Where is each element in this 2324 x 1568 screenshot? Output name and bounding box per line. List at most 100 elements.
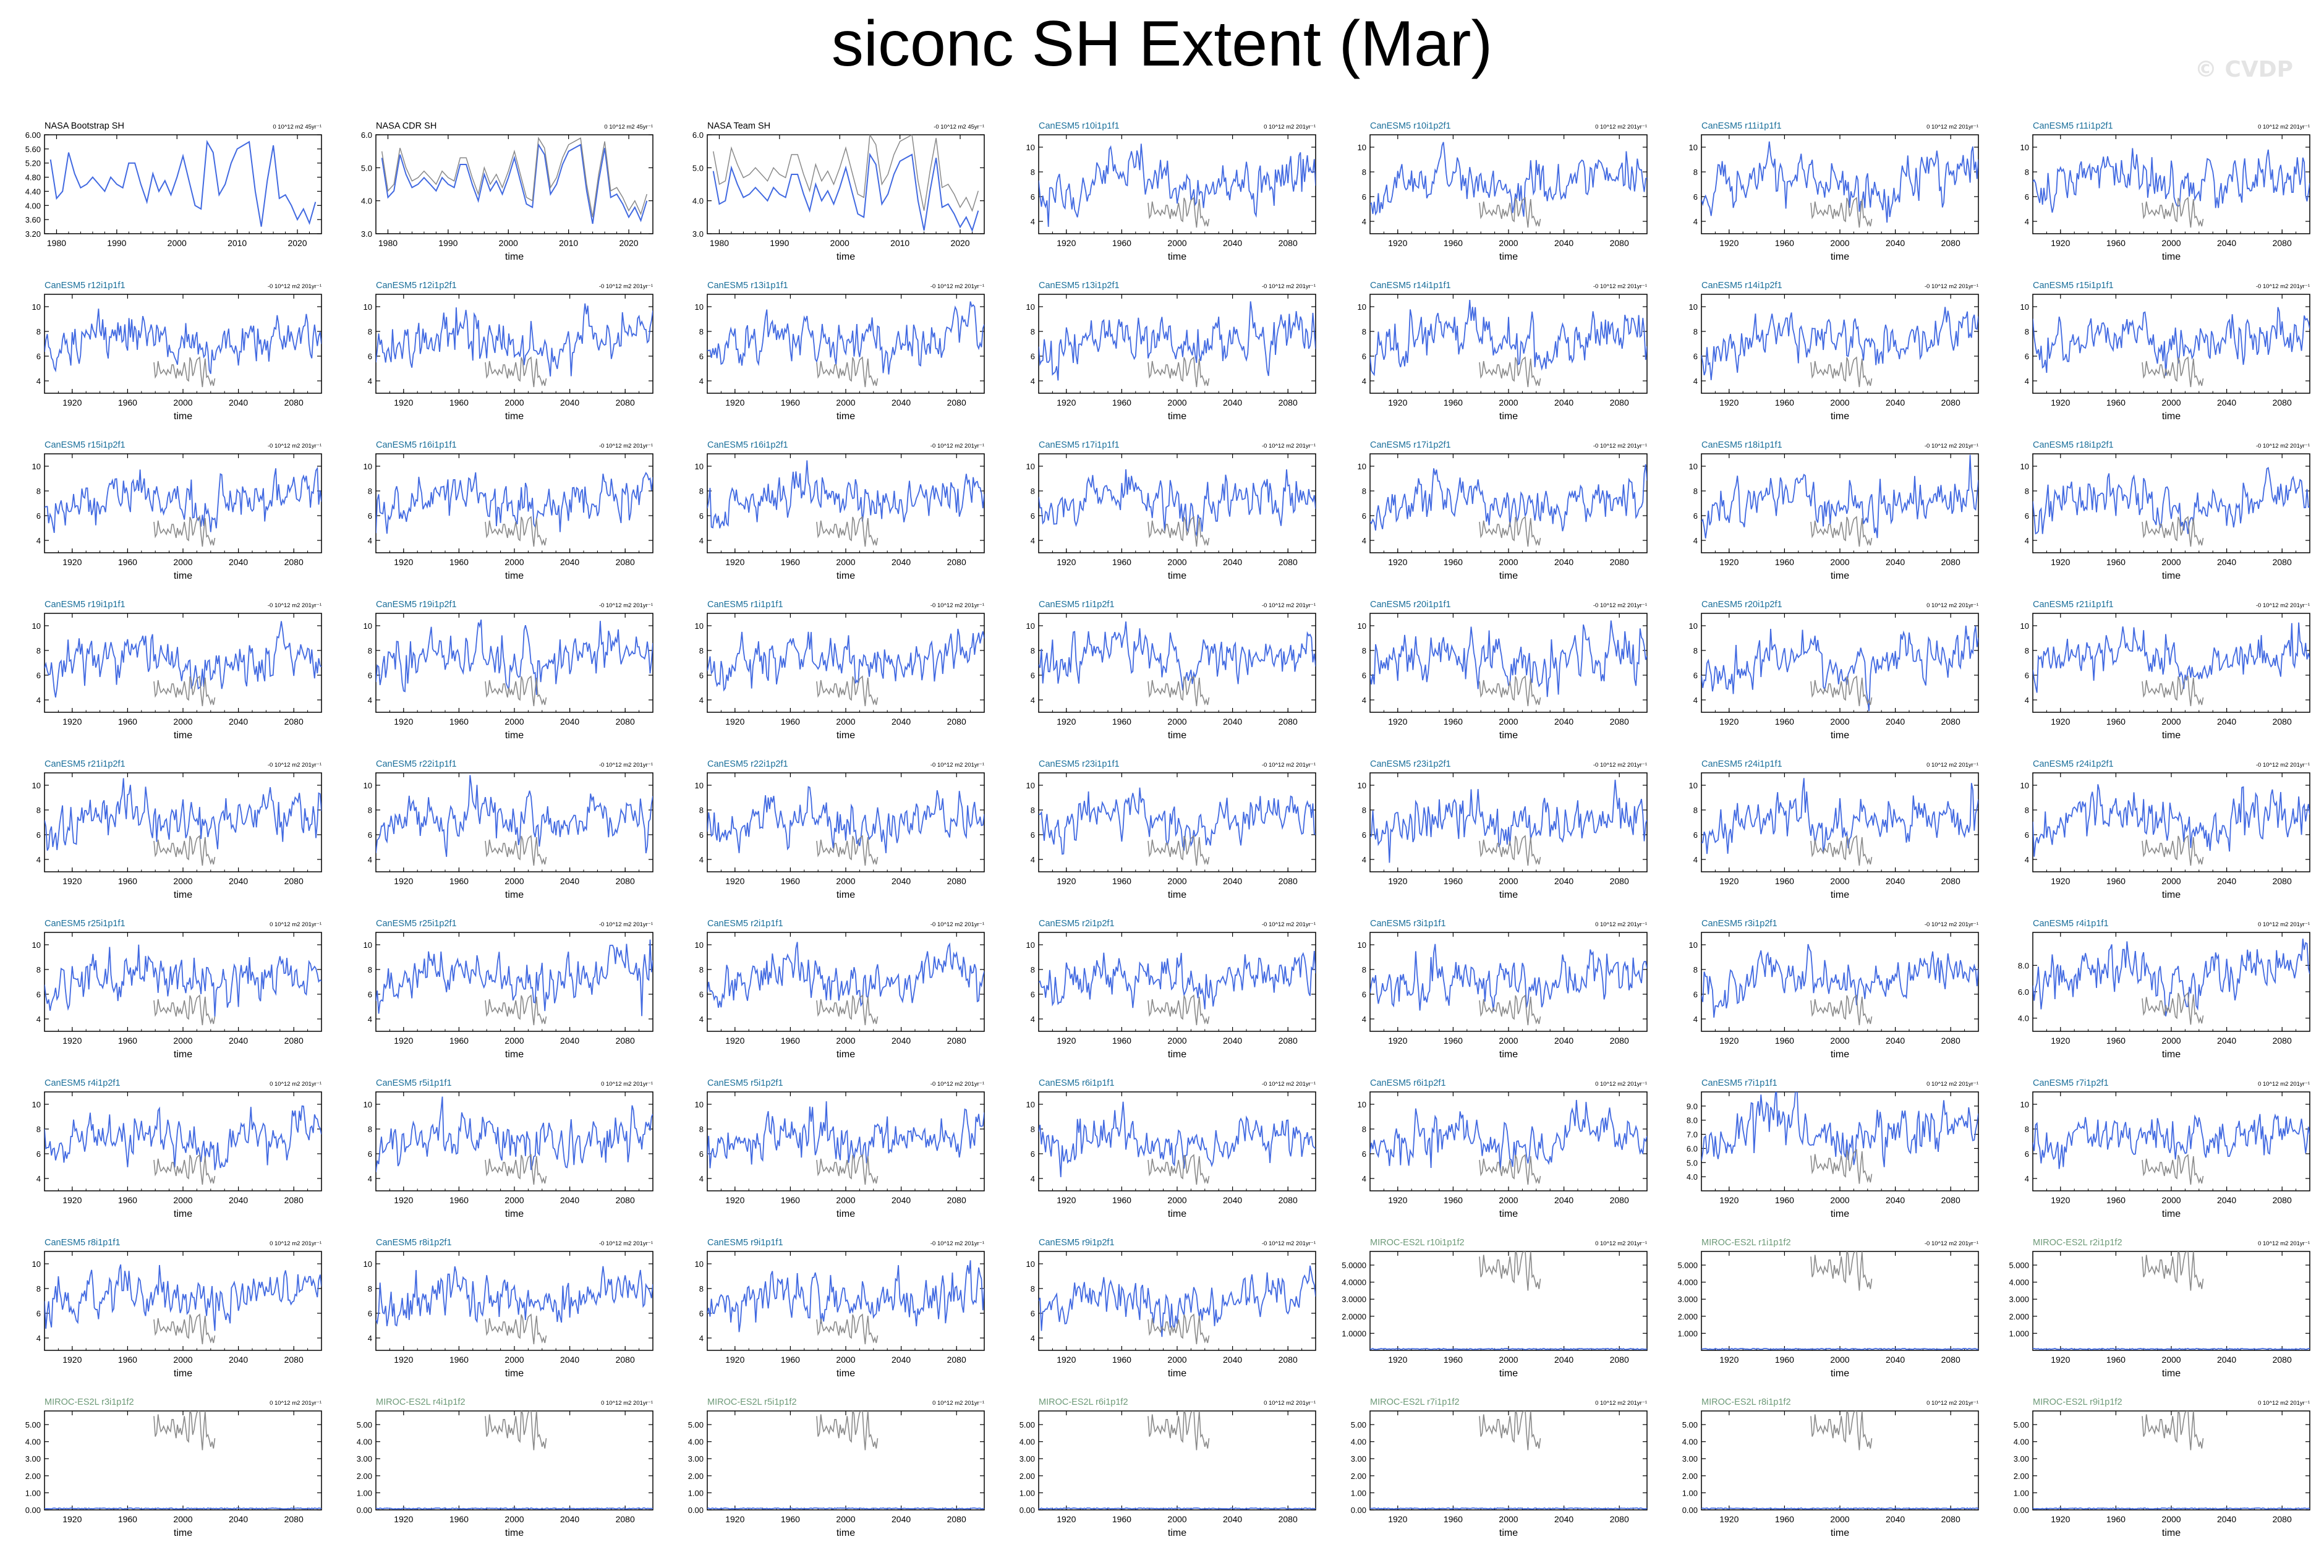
x-tick-label: 1920 [1057, 1195, 1076, 1205]
x-axis-label: time [1831, 890, 1849, 900]
y-tick-label: 5.00 [357, 1420, 372, 1430]
x-tick-label: 2080 [1610, 557, 1629, 567]
x-tick-label: 2000 [1499, 557, 1518, 567]
y-tick-label: 1.00 [1019, 1488, 1035, 1498]
y-tick-label: 4.00 [25, 1438, 41, 1447]
panel-trend-label: -0 10^12 m2 201yr⁻¹ [1262, 1081, 1316, 1088]
y-tick-label: 10 [364, 462, 372, 471]
x-tick-label: 2080 [616, 1195, 635, 1205]
y-tick-label: 10 [1026, 143, 1035, 152]
x-tick-label: 1960 [1775, 398, 1794, 407]
panel-trend-label: -0 10^12 m2 201yr⁻¹ [1593, 283, 1647, 290]
x-tick-label: 1960 [449, 1195, 469, 1205]
model-series-line [707, 1507, 984, 1510]
x-axis-label: time [2162, 411, 2181, 422]
plot-frame [1369, 294, 1648, 394]
x-tick-label: 2000 [2161, 1355, 2181, 1365]
y-tick-label: 2.00 [1351, 1472, 1366, 1481]
x-tick-label: 1920 [62, 557, 82, 567]
model-series-line [45, 621, 321, 698]
x-tick-label: 2080 [1610, 398, 1629, 407]
y-tick-label: 4.0 [692, 197, 704, 206]
x-tick-label: 1990 [438, 238, 458, 248]
obs-series-line [816, 1313, 879, 1345]
y-tick-label: 3.00 [25, 1454, 41, 1464]
x-tick-label: 2040 [1886, 717, 1905, 726]
x-tick-label: 1920 [394, 1514, 413, 1524]
panel-trend-label: 0 10^12 m2 201yr⁻¹ [1926, 602, 1978, 609]
panel-title: CanESM5 r15i1p1f1 [2033, 281, 2114, 291]
x-axis-label: time [1168, 1368, 1186, 1379]
y-tick-label: 4 [1031, 1174, 1035, 1183]
obs-series-line [1147, 1313, 1210, 1345]
x-tick-label: 2040 [560, 1355, 579, 1365]
panel-title: CanESM5 r8i1p1f1 [45, 1238, 121, 1248]
x-axis-label: time [1831, 252, 1849, 262]
panel-canesm5-r19i1p1f1: CanESM5 r19i1p1f1 -0 10^12 m2 201yr⁻¹ 1920… [32, 600, 322, 741]
panel-title: CanESM5 r23i1p2f1 [1370, 759, 1451, 769]
y-tick-label: 8 [1031, 487, 1035, 496]
obs-series-line [1479, 835, 1541, 866]
y-tick-label: 4.00 [357, 1438, 372, 1447]
panel-title: CanESM5 r25i1p1f1 [45, 919, 126, 929]
panel-miroc-es2l-r9i1p1f2: MIROC-ES2L r9i1p1f2 0 10^12 m2 201yr⁻¹ 192… [2014, 1397, 2310, 1538]
x-tick-label: 1920 [1388, 238, 1407, 248]
y-tick-label: 8 [699, 487, 704, 496]
obs-series-line [1147, 197, 1210, 228]
x-tick-label: 2080 [284, 876, 304, 886]
x-axis-label: time [836, 1209, 855, 1219]
data-series-line [712, 152, 979, 232]
y-tick-label: 10 [2020, 1100, 2029, 1109]
x-tick-label: 1920 [62, 1036, 82, 1046]
panel-title: CanESM5 r24i1p1f1 [1701, 759, 1782, 769]
panel-nasa-bootstrap-sh: NASA Bootstrap SH 0 10^12 m2 45yr⁻¹ 1980 19… [25, 121, 322, 248]
x-tick-label: 2040 [1886, 1195, 1905, 1205]
y-tick-label: 6 [1362, 830, 1366, 840]
x-tick-label: 1920 [1057, 398, 1076, 407]
y-tick-label: 5.000 [1677, 1261, 1698, 1270]
y-tick-label: 8 [1031, 965, 1035, 974]
panel-trend-label: 0 10^12 m2 201yr⁻¹ [601, 1081, 653, 1088]
panel-title: MIROC-ES2L r2i1p1f2 [2033, 1238, 2122, 1248]
x-tick-label: 2080 [1610, 1514, 1629, 1524]
x-tick-label: 2080 [2273, 1514, 2292, 1524]
obs-series-line [816, 516, 879, 547]
y-tick-label: 4 [2025, 377, 2029, 386]
x-axis-label: time [2162, 1209, 2181, 1219]
obs-series-line [1479, 516, 1541, 547]
x-tick-label: 2040 [892, 557, 911, 567]
x-axis-label: time [174, 890, 192, 900]
x-tick-label: 2000 [1830, 238, 1849, 248]
x-tick-label: 1960 [781, 1355, 800, 1365]
y-tick-label: 6.00 [25, 130, 41, 140]
y-tick-label: 6 [699, 352, 704, 361]
x-tick-label: 1920 [1388, 717, 1407, 726]
x-tick-label: 1920 [1719, 876, 1739, 886]
x-tick-label: 1920 [1057, 557, 1076, 567]
x-tick-label: 2080 [1279, 1195, 1298, 1205]
x-tick-label: 1960 [449, 557, 469, 567]
panel-trend-label: -0 10^12 m2 201yr⁻¹ [268, 602, 321, 609]
x-tick-label: 1920 [2051, 557, 2070, 567]
y-tick-label: 6 [1031, 1149, 1035, 1159]
x-tick-label: 2000 [1499, 876, 1518, 886]
panel-title: MIROC-ES2L r4i1p1f2 [376, 1397, 466, 1407]
x-tick-label: 2080 [1279, 717, 1298, 726]
model-series-line [2033, 784, 2310, 857]
panel-trend-label: 0 10^12 m2 201yr⁻¹ [601, 1400, 653, 1407]
x-axis-label: time [2162, 571, 2181, 581]
panel-trend-label: -0 10^12 m2 201yr⁻¹ [1262, 762, 1316, 769]
x-axis-label: time [2162, 890, 2181, 900]
x-tick-label: 2040 [560, 717, 579, 726]
obs-series-line [2142, 516, 2204, 547]
x-tick-label: 1960 [2106, 1355, 2126, 1365]
plot-frame [1369, 134, 1648, 234]
plot-frame [1038, 772, 1316, 872]
y-tick-label: 4 [2025, 1174, 2029, 1183]
x-tick-label: 2080 [1610, 1355, 1629, 1365]
y-tick-label: 10 [2020, 302, 2029, 312]
x-tick-label: 1960 [1444, 557, 1463, 567]
x-axis-label: time [174, 1368, 192, 1379]
x-tick-label: 1920 [2051, 876, 2070, 886]
panel-trend-label: -0 10^12 m2 201yr⁻¹ [1262, 283, 1316, 290]
